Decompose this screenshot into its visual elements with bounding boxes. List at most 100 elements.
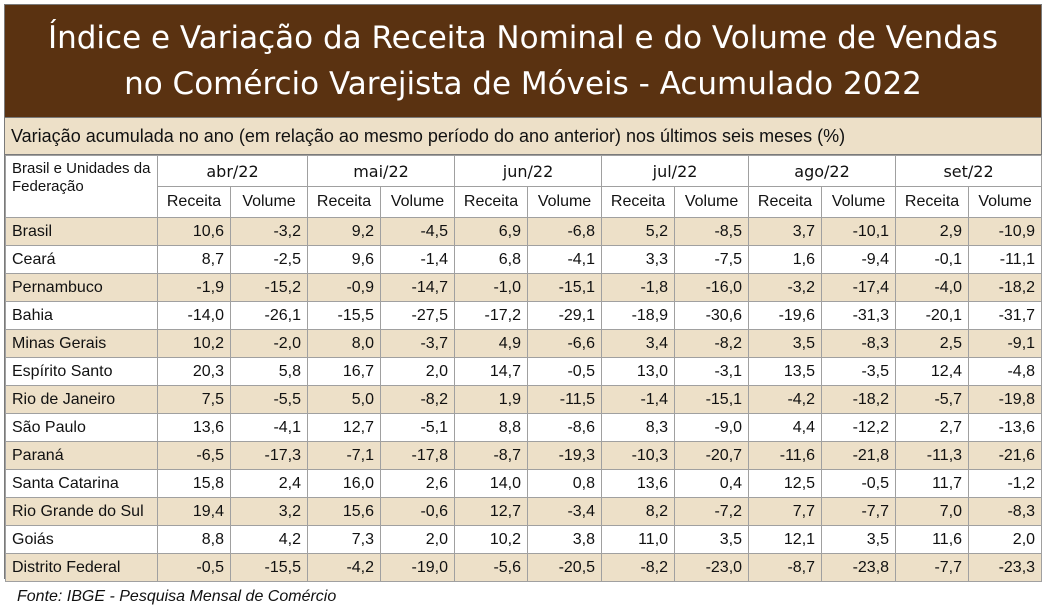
receita-value: 8,3 bbox=[601, 413, 676, 442]
volume-value: -5,5 bbox=[229, 385, 309, 414]
volume-value: 3,5 bbox=[821, 525, 897, 554]
receita-value: -15,5 bbox=[307, 301, 382, 330]
table-row: Rio Grande do Sul 19,4 3,2 15,6 -0,6 12,7 -3,4… bbox=[5, 497, 1043, 526]
volume-value: -20,5 bbox=[527, 553, 603, 582]
volume-value: 3,5 bbox=[674, 525, 750, 554]
receita-value: 13,5 bbox=[748, 357, 823, 386]
volume-value: -19,8 bbox=[968, 385, 1043, 414]
receita-value: -11,6 bbox=[748, 441, 823, 470]
volume-value: -3,5 bbox=[821, 357, 897, 386]
volume-value: -8,3 bbox=[968, 497, 1043, 526]
month-header: mai/22 bbox=[307, 155, 456, 187]
month-header: ago/22 bbox=[748, 155, 897, 187]
table-subtitle: Variação acumulada no ano (em relação ao… bbox=[5, 117, 1041, 155]
region-name: Pernambuco bbox=[5, 273, 158, 302]
receita-value: -3,2 bbox=[748, 273, 823, 302]
volume-value: -19,3 bbox=[527, 441, 603, 470]
volume-value: -3,1 bbox=[674, 357, 750, 386]
volume-value: -18,2 bbox=[821, 385, 897, 414]
page-title: Índice e Variação da Receita Nominal e d… bbox=[5, 5, 1041, 117]
receita-value: -8,7 bbox=[748, 553, 823, 582]
volume-header: Volume bbox=[380, 186, 456, 218]
receita-value: 6,9 bbox=[454, 217, 529, 246]
receita-value: -0,5 bbox=[157, 553, 231, 582]
volume-value: -4,8 bbox=[968, 357, 1043, 386]
receita-value: -4,2 bbox=[307, 553, 382, 582]
region-name: Distrito Federal bbox=[5, 553, 158, 582]
receita-value: 9,6 bbox=[307, 245, 382, 274]
receita-value: 4,9 bbox=[454, 329, 529, 358]
receita-value: 12,5 bbox=[748, 469, 823, 498]
receita-value: -4,2 bbox=[748, 385, 823, 414]
table-row: Minas Gerais 10,2 -2,0 8,0 -3,7 4,9 -6,6 3,4 -8,… bbox=[5, 329, 1043, 358]
receita-value: 8,2 bbox=[601, 497, 676, 526]
receita-value: 13,6 bbox=[601, 469, 676, 498]
receita-value: 15,8 bbox=[157, 469, 231, 498]
receita-value: -6,5 bbox=[157, 441, 231, 470]
receita-value: 8,0 bbox=[307, 329, 382, 358]
volume-value: -5,1 bbox=[380, 413, 456, 442]
volume-value: -3,4 bbox=[527, 497, 603, 526]
receita-value: 10,6 bbox=[157, 217, 231, 246]
volume-value: -20,7 bbox=[674, 441, 750, 470]
receita-value: -1,9 bbox=[157, 273, 231, 302]
volume-value: -3,7 bbox=[380, 329, 456, 358]
corner-label: Brasil e Unidades da Federação bbox=[5, 155, 158, 218]
receita-value: -0,9 bbox=[307, 273, 382, 302]
table-row: Ceará 8,7 -2,5 9,6 -1,4 6,8 -4,1 3,3 -7,5 1,6 -9,4… bbox=[5, 245, 1043, 274]
volume-value: -30,6 bbox=[674, 301, 750, 330]
receita-value: 9,2 bbox=[307, 217, 382, 246]
receita-value: -18,9 bbox=[601, 301, 676, 330]
receita-header: Receita bbox=[157, 186, 231, 218]
document-frame: Índice e Variação da Receita Nominal e d… bbox=[4, 4, 1043, 605]
receita-value: -19,6 bbox=[748, 301, 823, 330]
volume-value: -0,6 bbox=[380, 497, 456, 526]
volume-value: -8,3 bbox=[821, 329, 897, 358]
table-row: Brasil 10,6 -3,2 9,2 -4,5 6,9 -6,8 5,2 -8,5 3,7 -1… bbox=[5, 217, 1043, 246]
receita-value: 13,0 bbox=[601, 357, 676, 386]
volume-value: -1,4 bbox=[380, 245, 456, 274]
receita-value: -4,0 bbox=[895, 273, 970, 302]
volume-value: 3,2 bbox=[229, 497, 309, 526]
volume-value: 0,8 bbox=[527, 469, 603, 498]
volume-value: -8,5 bbox=[674, 217, 750, 246]
region-name: Rio Grande do Sul bbox=[5, 497, 158, 526]
receita-value: -1,0 bbox=[454, 273, 529, 302]
month-header: jul/22 bbox=[601, 155, 750, 187]
receita-value: 12,4 bbox=[895, 357, 970, 386]
source-note: Fonte: IBGE - Pesquisa Mensal de Comérci… bbox=[17, 588, 337, 605]
volume-value: -23,3 bbox=[968, 553, 1043, 582]
volume-value: 4,2 bbox=[229, 525, 309, 554]
volume-value: -13,6 bbox=[968, 413, 1043, 442]
region-name: São Paulo bbox=[5, 413, 158, 442]
volume-value: -1,2 bbox=[968, 469, 1043, 498]
receita-value: 7,7 bbox=[748, 497, 823, 526]
volume-value: -15,1 bbox=[527, 273, 603, 302]
region-name: Ceará bbox=[5, 245, 158, 274]
volume-value: -8,2 bbox=[674, 329, 750, 358]
receita-value: -7,1 bbox=[307, 441, 382, 470]
volume-value: -21,6 bbox=[968, 441, 1043, 470]
volume-value: -12,2 bbox=[821, 413, 897, 442]
receita-value: 16,7 bbox=[307, 357, 382, 386]
volume-value: -2,0 bbox=[229, 329, 309, 358]
receita-value: -1,8 bbox=[601, 273, 676, 302]
table-row: Santa Catarina 15,8 2,4 16,0 2,6 14,0 0,8 13,6 0… bbox=[5, 469, 1043, 498]
volume-value: 5,8 bbox=[229, 357, 309, 386]
receita-header: Receita bbox=[307, 186, 382, 218]
volume-value: 2,0 bbox=[968, 525, 1043, 554]
volume-value: 2,6 bbox=[380, 469, 456, 498]
receita-value: 1,6 bbox=[748, 245, 823, 274]
month-header: abr/22 bbox=[156, 155, 309, 187]
volume-value: -15,2 bbox=[229, 273, 309, 302]
receita-value: -5,7 bbox=[895, 385, 970, 414]
volume-header: Volume bbox=[674, 186, 750, 218]
volume-value: 2,0 bbox=[380, 357, 456, 386]
receita-value: 3,3 bbox=[601, 245, 676, 274]
volume-value: -31,3 bbox=[821, 301, 897, 330]
volume-value: -19,0 bbox=[380, 553, 456, 582]
receita-value: 2,7 bbox=[895, 413, 970, 442]
receita-value: 8,8 bbox=[454, 413, 529, 442]
receita-value: 7,0 bbox=[895, 497, 970, 526]
data-table: Brasil e Unidades da Federação abr/22 ma… bbox=[5, 155, 1043, 582]
